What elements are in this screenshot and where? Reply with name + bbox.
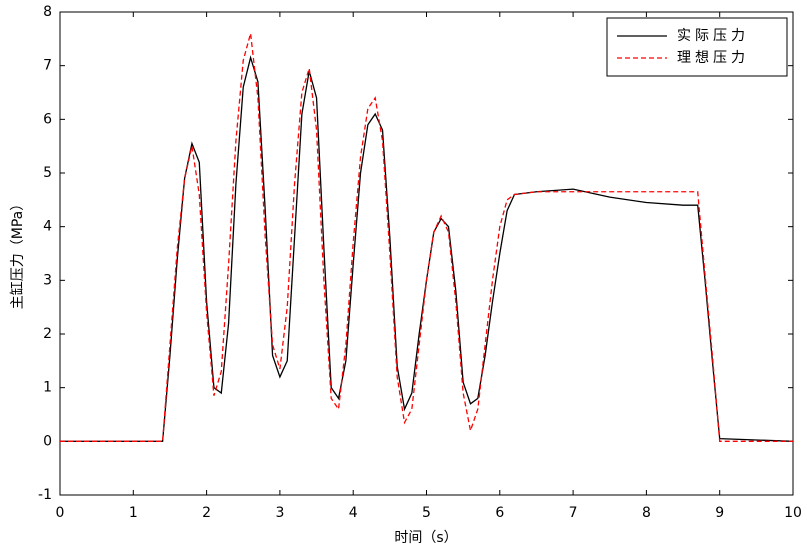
x-tick-label: 5 (422, 505, 431, 521)
y-tick-label: 2 (43, 326, 52, 342)
series-line (60, 55, 794, 442)
x-tick-label: 0 (56, 505, 65, 521)
x-axis-label: 时间（s） (394, 530, 457, 546)
legend-label: 理想压力 (677, 50, 749, 66)
y-tick-label: 1 (43, 380, 52, 396)
y-tick-label: 4 (43, 219, 52, 235)
y-tick-label: 0 (43, 433, 52, 449)
series-line (60, 33, 793, 442)
y-tick-label: 3 (43, 272, 52, 288)
x-tick-label: 6 (495, 505, 504, 521)
x-tick-label: 1 (129, 505, 138, 521)
plot-frame (59, 11, 794, 496)
x-tick-label: 10 (784, 505, 802, 521)
y-tick-label: 5 (43, 165, 52, 181)
x-tick-label: 4 (349, 505, 358, 521)
y-tick-label: 6 (43, 111, 52, 127)
y-tick-label: 7 (43, 58, 52, 74)
x-tick-label: 8 (642, 505, 651, 521)
legend-label: 实际压力 (677, 28, 749, 44)
x-tick-label: 3 (275, 505, 284, 521)
legend-box (606, 17, 788, 77)
x-tick-label: 2 (202, 505, 211, 521)
y-tick-label: -1 (38, 487, 52, 503)
y-axis-label: 主缸压力（MPa） (9, 197, 26, 309)
x-tick-label: 7 (569, 505, 578, 521)
x-tick-label: 9 (715, 505, 724, 521)
y-tick-label: 8 (43, 4, 52, 20)
